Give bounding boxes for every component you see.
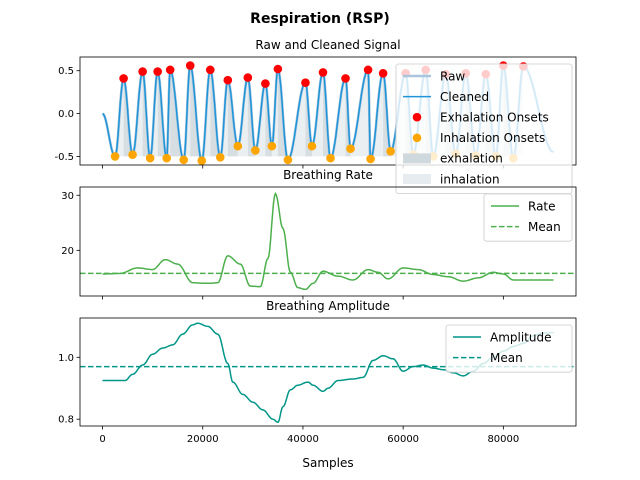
inhalation-onset-marker [283, 155, 293, 165]
inhalation-onset-marker [162, 153, 171, 163]
legend-swatch [412, 112, 422, 122]
y-tick-label: 20 [61, 246, 74, 257]
breathing-rate-panel: Breathing Rate 20 30 Rate Mean [61, 168, 577, 300]
x-tick-label: 40000 [287, 434, 319, 445]
inhalation-onset-marker [386, 146, 395, 156]
exhalation-onset-marker [243, 73, 253, 82]
legend-label: exhalation [440, 152, 503, 166]
inhalation-area [287, 82, 306, 160]
exhalation-onset-marker [301, 78, 310, 88]
y-tick-label: 0.5 [58, 66, 74, 77]
exhalation-onset-marker [153, 67, 162, 76]
exhalation-onset-marker [363, 65, 373, 75]
inhalation-onset-marker [110, 152, 120, 161]
exhalation-onset-marker [318, 68, 328, 77]
inhalation-onset-marker [307, 141, 317, 151]
x-tick-label: 0 [99, 434, 105, 445]
x-tick-label: 20000 [187, 434, 219, 445]
legend: Rate Mean [483, 193, 573, 242]
y-tick-label: 1.0 [58, 353, 74, 364]
breathing-amplitude-panel: Breathing Amplitude 0.8 1.0 0 20000 40000 6000… [58, 299, 577, 445]
axes-frame [79, 186, 577, 297]
legend-swatch [412, 133, 422, 143]
inhalation-onset-marker [197, 156, 207, 165]
exhalation-onset-marker [185, 61, 195, 70]
legend-label: Raw [440, 69, 465, 83]
exhalation-onset-marker [119, 74, 128, 83]
legend-swatch [403, 174, 431, 184]
exhalation-onset-marker [138, 67, 147, 76]
panel-title: Breathing Amplitude [266, 299, 390, 313]
legend-label: Mean [528, 220, 561, 234]
inhalation-onset-marker [326, 153, 335, 163]
legend: Amplitude Mean [445, 324, 573, 373]
legend-label: Inhalation Onsets [440, 131, 545, 145]
inhalation-onset-marker [215, 152, 225, 162]
exhalation-onset-marker [205, 65, 215, 75]
inhalation-onset-marker [267, 141, 277, 151]
raw-cleaned-signal-panel: Raw and Cleaned Signal -0.5 0.0 0.5 Raw Clean… [54, 38, 577, 195]
inhalation-onset-marker [366, 154, 375, 164]
inhalation-onset-marker [128, 150, 137, 160]
plot-area [80, 191, 576, 291]
legend: Raw Cleaned Exhalation Onsets Inhalation On… [395, 63, 573, 195]
exhalation-onset-marker [378, 68, 388, 78]
legend-frame [395, 63, 573, 195]
legend-label: Exhalation Onsets [440, 111, 549, 125]
y-tick-label: 0.8 [58, 415, 74, 426]
exhalation-onset-marker [223, 75, 233, 85]
axes-frame [79, 317, 577, 427]
y-tick-label: 0.0 [58, 109, 74, 120]
legend-swatch [403, 153, 431, 164]
panel-title: Breathing Rate [283, 168, 373, 182]
figure-title: Respiration (RSP) [250, 11, 390, 27]
legend-label: Cleaned [440, 90, 489, 104]
exhalation-onset-marker [261, 79, 270, 88]
inhalation-onset-marker [346, 144, 355, 154]
panel-title: Raw and Cleaned Signal [255, 38, 400, 52]
legend-label: Mean [490, 351, 523, 365]
legend-label: inhalation [440, 172, 500, 186]
exhalation-onset-marker [341, 74, 350, 83]
axes-frame [79, 56, 577, 166]
inhalation-onset-marker [233, 141, 243, 151]
legend-label: Amplitude [490, 330, 552, 344]
x-tick-label: 80000 [487, 434, 519, 445]
legend-label: Rate [528, 199, 556, 213]
x-tick-label: 60000 [387, 434, 419, 445]
exhalation-onset-marker [273, 64, 283, 74]
inhalation-onset-marker [145, 153, 155, 163]
rate-line [102, 191, 554, 291]
inhalation-onset-marker [179, 155, 189, 165]
exhalation-onset-marker [165, 65, 175, 75]
inhalation-onset-marker [251, 146, 260, 155]
y-tick-label: -0.5 [54, 152, 74, 163]
y-tick-label: 30 [61, 191, 74, 202]
x-axis-label: Samples [302, 456, 353, 470]
